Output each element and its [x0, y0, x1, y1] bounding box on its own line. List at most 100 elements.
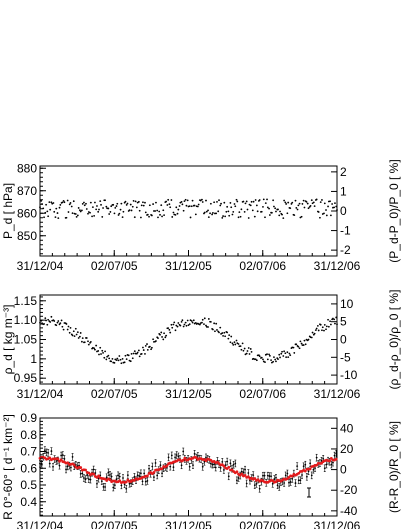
- data-point: [43, 216, 45, 219]
- data-point: [254, 199, 257, 201]
- data-point: [100, 480, 103, 483]
- data-point: [213, 201, 216, 204]
- data-point: [234, 343, 237, 346]
- data-point: [87, 343, 90, 346]
- data-point: [209, 202, 212, 205]
- data-point: [124, 354, 127, 357]
- data-point: [119, 358, 122, 361]
- data-point: [282, 355, 285, 357]
- data-point: [129, 360, 132, 363]
- data-point: [207, 326, 209, 328]
- data-point: [144, 353, 146, 355]
- data-point: [98, 208, 100, 211]
- data-point: [130, 352, 133, 355]
- data-point: [112, 486, 115, 489]
- data-point: [87, 340, 89, 343]
- data-point: [167, 327, 170, 330]
- fit-point: [124, 480, 128, 484]
- right-tick-label: 0: [340, 463, 347, 477]
- data-point: [168, 328, 171, 331]
- data-point: [137, 200, 140, 203]
- data-point: [196, 455, 199, 457]
- data-point: [273, 205, 275, 208]
- data-point: [228, 334, 231, 337]
- data-point: [242, 200, 245, 203]
- fit-point: [308, 467, 312, 471]
- data-point: [193, 204, 196, 207]
- data-point: [300, 215, 303, 218]
- data-point: [79, 332, 82, 334]
- data-point: [312, 201, 315, 204]
- data-point: [286, 351, 289, 354]
- x-tick-label: 31/12/05: [165, 519, 212, 529]
- data-point: [219, 467, 222, 469]
- data-point: [201, 201, 204, 203]
- data-point: [230, 206, 233, 209]
- data-point: [278, 353, 281, 356]
- data-point: [264, 202, 267, 205]
- data-point: [144, 480, 147, 483]
- data-point: [278, 486, 281, 488]
- right-tick-label: 2: [340, 165, 347, 179]
- data-point: [247, 347, 250, 349]
- data-point: [184, 198, 187, 201]
- data-point: [297, 345, 300, 348]
- data-point: [213, 322, 216, 325]
- data-point: [140, 352, 143, 355]
- data-point: [177, 322, 180, 324]
- x-tick-label: 02/07/06: [239, 259, 286, 273]
- data-point: [331, 203, 334, 205]
- fit-point: [152, 470, 156, 474]
- data-point: [143, 472, 146, 475]
- data-point: [241, 342, 244, 345]
- data-point: [55, 460, 58, 462]
- data-point: [191, 321, 194, 324]
- data-point: [182, 209, 185, 212]
- data-point: [209, 462, 212, 465]
- x-tick-label: 31/12/04: [17, 259, 64, 273]
- data-point: [157, 337, 159, 340]
- y-tick-label: 0.4: [20, 495, 37, 509]
- data-point: [191, 199, 194, 202]
- rate-panel: 0.4 0.5 0.6 0.7 0.8 0.9 -40 -20 0 20 40 31/12/04 02/…: [1, 411, 401, 529]
- data-point: [201, 465, 204, 468]
- data-point: [159, 333, 161, 336]
- data-point: [272, 199, 275, 202]
- data-point: [304, 463, 307, 466]
- density-panel: 0.95 1 1.05 1.10 1.15 -10 -5 0 5 10 31/12/04 02/07/…: [1, 290, 401, 401]
- data-point: [244, 468, 246, 471]
- data-point: [192, 464, 194, 467]
- data-point: [303, 206, 306, 209]
- data-point: [309, 462, 312, 465]
- data-point: [132, 352, 135, 355]
- data-point: [180, 320, 183, 323]
- data-point: [136, 351, 139, 354]
- data-point: [176, 325, 179, 328]
- x-tick-label: 31/12/06: [314, 387, 361, 401]
- data-point: [49, 208, 52, 211]
- data-point: [317, 211, 320, 213]
- data-point: [223, 331, 226, 334]
- right-tick-label: 0: [340, 333, 347, 347]
- data-point: [148, 345, 151, 348]
- data-point: [306, 202, 309, 205]
- y-tick-label: 880: [17, 161, 37, 175]
- y-tick-label: 0.7: [20, 445, 37, 459]
- data-point: [74, 327, 77, 330]
- y-tick-label: 0.5: [20, 478, 37, 492]
- data-point: [60, 454, 63, 457]
- data-point: [61, 325, 64, 328]
- data-point: [105, 358, 108, 361]
- data-point: [305, 201, 308, 203]
- data-point: [45, 203, 48, 206]
- fit-point: [97, 474, 100, 478]
- y-tick-label: 870: [17, 184, 37, 198]
- x-tick-label: 31/12/05: [165, 387, 212, 401]
- data-point: [134, 200, 137, 203]
- data-point: [272, 360, 275, 363]
- fit-point: [227, 465, 231, 469]
- data-point: [62, 199, 65, 202]
- data-point: [262, 205, 264, 208]
- y-tick-label: 850: [17, 229, 37, 243]
- data-point: [245, 482, 248, 485]
